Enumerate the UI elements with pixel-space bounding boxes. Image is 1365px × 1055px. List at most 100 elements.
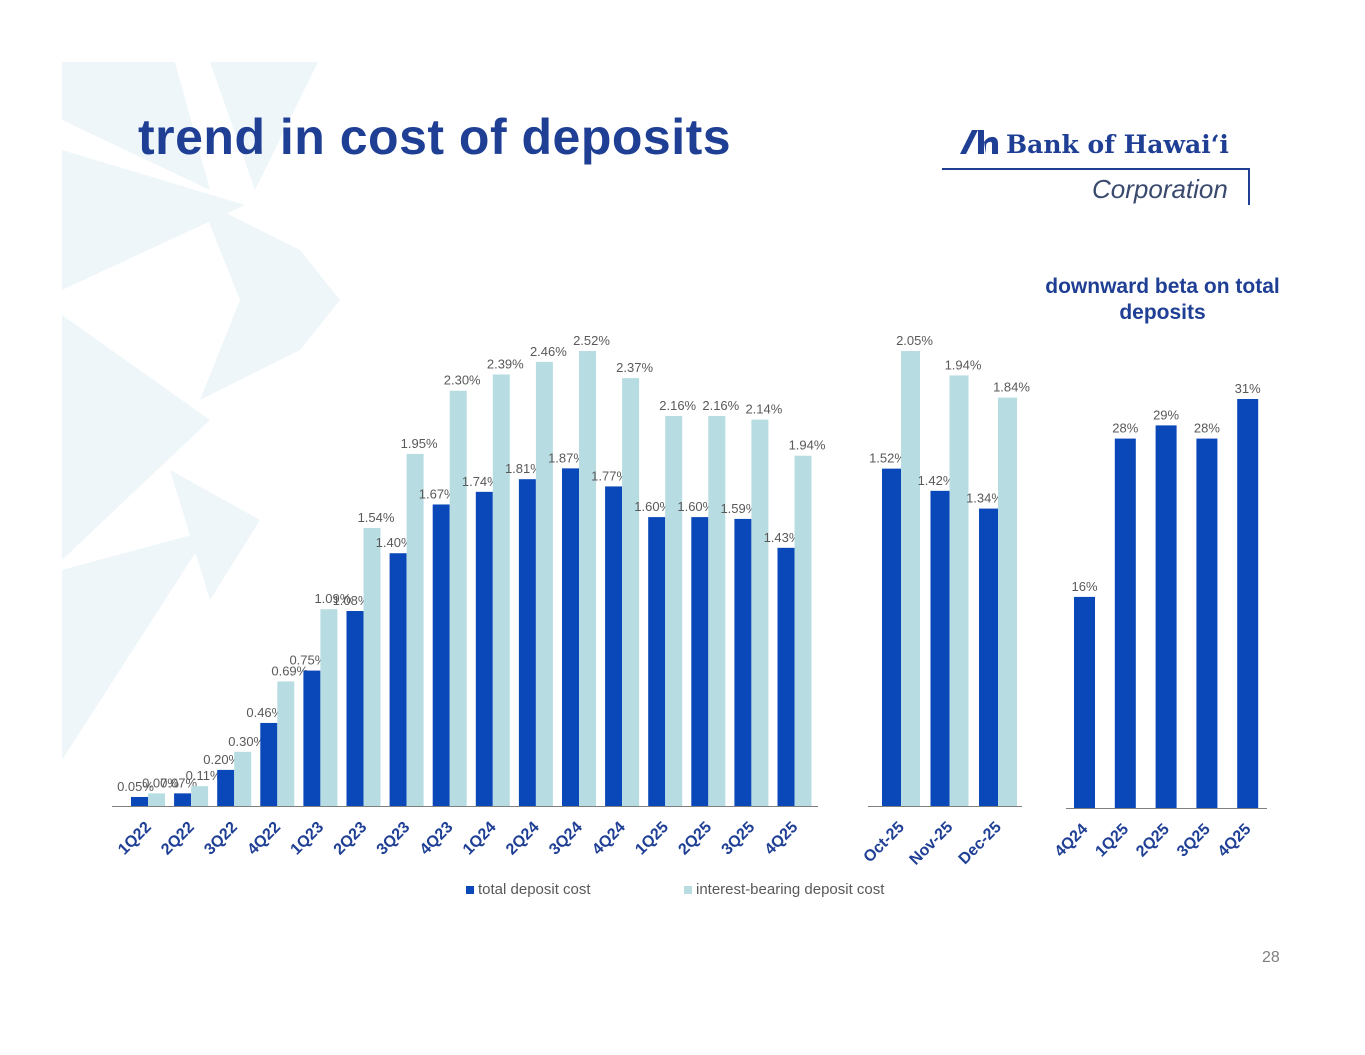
- total-cost-bar: [734, 518, 752, 806]
- bank-logo-mark-icon: [960, 130, 998, 154]
- data-label: 2.16%: [659, 398, 696, 413]
- tick-label-beta: 3Q25: [1174, 821, 1214, 861]
- data-label: 0.07%: [142, 775, 179, 790]
- data-label: 1.84%: [993, 380, 1030, 395]
- total-cost-bar: [131, 796, 148, 806]
- data-label: 0.20%: [203, 752, 240, 767]
- data-label: 1.60%: [634, 499, 671, 514]
- total-cost-bar: [389, 553, 407, 806]
- total-cost-bar: [648, 517, 666, 806]
- interest-cost-bar: [579, 351, 596, 806]
- interest-cost-bar: [751, 419, 769, 806]
- interest-cost-bar: [449, 390, 467, 806]
- data-label: 1.81%: [505, 461, 542, 476]
- total-cost-bar: [303, 670, 321, 806]
- tick-label-beta: 4Q24: [1052, 821, 1092, 861]
- data-label: 1.54%: [358, 510, 395, 525]
- bank-logo-name: Bank of Hawaiʻi: [1006, 130, 1229, 159]
- tick-label-month: Oct-25: [861, 819, 908, 866]
- data-label: 2.52%: [573, 333, 610, 348]
- interest-cost-bar: [363, 527, 381, 806]
- data-label: 2.16%: [702, 398, 739, 413]
- interest-cost-bar: [191, 786, 209, 806]
- total-cost-bar: [777, 547, 795, 806]
- tick-label-quarter: 1Q24: [460, 819, 500, 859]
- data-label: 2.05%: [896, 333, 933, 348]
- tick-label-quarter: 1Q22: [115, 819, 155, 859]
- tick-label-beta: 4Q25: [1215, 821, 1255, 861]
- beta-heading: downward beta on total deposits: [1045, 275, 1280, 324]
- interest-cost-bar: [406, 453, 424, 806]
- data-label: 1.34%: [966, 491, 1003, 506]
- data-label: 2.39%: [487, 356, 524, 371]
- total-cost-bar: [432, 504, 450, 806]
- page-title: trend in cost of deposits: [138, 109, 732, 165]
- data-label: 2.37%: [616, 360, 653, 375]
- interest-cost-bar: [320, 609, 338, 806]
- beta-bar: [1237, 399, 1259, 808]
- data-label: 2.46%: [530, 344, 567, 359]
- tick-label-month: Dec-25: [956, 819, 1005, 868]
- data-label: 1.94%: [789, 438, 826, 453]
- legend-interest-label: interest-bearing deposit cost: [696, 881, 885, 898]
- data-label: 1.08%: [333, 593, 370, 608]
- interest-cost-bar: [622, 378, 640, 806]
- data-label: 0.07%: [160, 775, 197, 790]
- legend-total: total deposit cost: [466, 881, 591, 898]
- data-label: 1.94%: [945, 357, 982, 372]
- interest-cost-bar: [794, 455, 812, 806]
- total-cost-bar: [174, 793, 192, 806]
- total-cost-bar: [518, 479, 536, 806]
- data-label: 0.69%: [271, 663, 308, 678]
- legend-total-swatch: [466, 885, 474, 894]
- total-cost-bar: [882, 468, 901, 806]
- total-cost-bar: [346, 611, 364, 806]
- total-cost-bar: [930, 490, 950, 806]
- data-label: 1.59%: [720, 501, 757, 516]
- data-label: 1.87%: [548, 450, 585, 465]
- tick-label-quarter: 4Q25: [762, 819, 802, 859]
- data-label: 1.09%: [314, 591, 351, 606]
- total-cost-bar: [475, 491, 493, 806]
- data-label: 29%: [1153, 407, 1179, 422]
- tick-label-quarter: 3Q24: [546, 819, 586, 859]
- interest-cost-bar: [492, 374, 510, 806]
- tick-label-quarter: 4Q22: [244, 819, 284, 859]
- tick-label-quarter: 3Q23: [374, 819, 414, 859]
- legend-interest: interest-bearing deposit cost: [684, 881, 884, 898]
- beta-bar: [1114, 438, 1136, 808]
- data-label: 1.42%: [918, 473, 955, 488]
- legend-interest-swatch: [684, 885, 692, 894]
- total-cost-bar: [562, 468, 579, 806]
- tick-label-quarter: 2Q24: [503, 819, 543, 859]
- interest-cost-bar: [708, 416, 726, 806]
- data-label: 1.77%: [591, 468, 628, 483]
- legend-total-label: total deposit cost: [478, 881, 591, 898]
- data-label: 0.75%: [289, 653, 326, 668]
- data-label: 2.30%: [444, 373, 481, 388]
- tick-label-quarter: 2Q23: [331, 819, 371, 859]
- total-cost-bar: [260, 722, 278, 806]
- data-label: 1.52%: [869, 451, 906, 466]
- tick-label-quarter: 1Q25: [632, 819, 672, 859]
- data-label: 1.40%: [376, 535, 413, 550]
- data-label: 1.67%: [419, 486, 456, 501]
- data-label: 1.95%: [401, 436, 438, 451]
- data-label: 0.46%: [246, 705, 283, 720]
- tick-label-quarter: 4Q23: [417, 819, 457, 859]
- interest-cost-bar: [901, 351, 920, 806]
- interest-cost-bar: [998, 397, 1017, 806]
- data-label: 1.60%: [677, 499, 714, 514]
- data-label: 1.74%: [462, 474, 499, 489]
- interest-cost-bar: [234, 751, 252, 806]
- tick-label-quarter: 3Q22: [201, 819, 241, 859]
- beta-bar: [1196, 438, 1218, 808]
- logo-divider: [942, 168, 1250, 170]
- interest-cost-bar: [949, 375, 969, 806]
- tick-label-beta: 2Q25: [1133, 821, 1173, 861]
- page-number: 28: [1262, 949, 1280, 966]
- data-label: 0.30%: [228, 734, 265, 749]
- total-cost-bar: [979, 508, 998, 806]
